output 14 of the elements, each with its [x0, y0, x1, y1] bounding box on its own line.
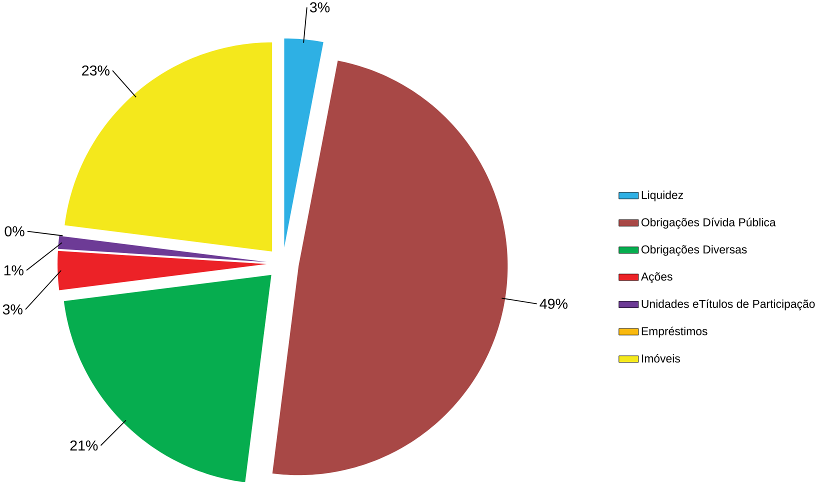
legend-label: Liquidez [642, 190, 684, 202]
data-label: 3% [310, 2, 330, 12]
legend-label: Imóveis [642, 354, 680, 362]
legend-label: Empréstimos [642, 326, 708, 338]
legend-label: Ações [640, 272, 672, 283]
data-label: 3% [2, 304, 22, 314]
data-label: 23% [82, 65, 110, 76]
text: 0% [4, 226, 24, 236]
data-label: 21% [70, 440, 98, 450]
legend-label: Unidades eTítulos de Participação [642, 299, 815, 310]
data-label: 1% [4, 265, 24, 276]
legend-label: Obrigações Dívida Pública [641, 218, 776, 228]
data-label: 49% [540, 298, 568, 309]
legend-label: Obrigações Diversas [641, 244, 747, 256]
